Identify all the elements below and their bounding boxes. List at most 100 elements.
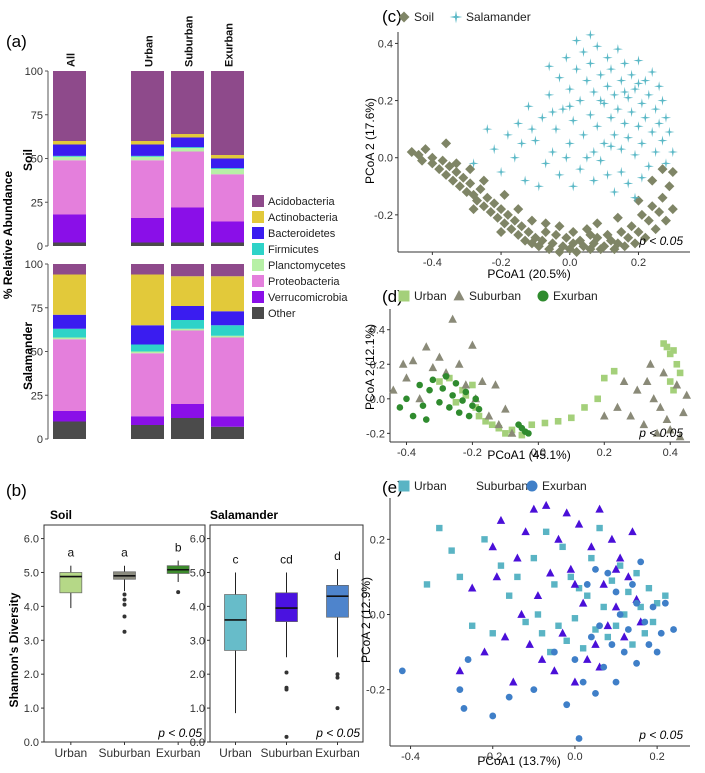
- point-salamander: [619, 86, 630, 98]
- point-salamander: [660, 112, 672, 123]
- legend-label-salamander: Salamander: [466, 10, 531, 24]
- point-urban: [592, 626, 599, 633]
- point-salamander: [533, 181, 544, 192]
- scatter-y-tick-label: -0.2: [366, 685, 385, 697]
- point-suburban: [628, 527, 637, 536]
- point-soil: [599, 241, 610, 252]
- point-urban: [448, 547, 455, 554]
- soil-y-tick-label: 50: [31, 154, 43, 166]
- point-suburban: [649, 394, 659, 403]
- point-exurban: [465, 412, 473, 420]
- point-suburban: [478, 376, 487, 385]
- point-suburban: [599, 579, 608, 588]
- point-urban: [660, 340, 667, 347]
- point-suburban: [620, 632, 629, 641]
- point-urban: [456, 573, 464, 581]
- box-outlier: [122, 614, 127, 619]
- point-soil: [554, 221, 565, 232]
- point-urban: [641, 630, 648, 637]
- point-suburban: [624, 572, 633, 581]
- point-exurban: [645, 641, 653, 648]
- point-salamander: [605, 64, 617, 75]
- point-exurban: [469, 402, 476, 410]
- point-urban: [502, 430, 509, 437]
- point-salamander: [578, 46, 589, 58]
- point-suburban: [525, 639, 534, 648]
- point-soil: [496, 227, 507, 237]
- box-body: [59, 572, 83, 594]
- salamander-bar-segment-verrucomicrobia: [211, 416, 244, 427]
- point-urban: [581, 404, 588, 411]
- box-outlier: [284, 670, 289, 675]
- panel-d-ylabel: PCoA 2 (12.1%): [363, 324, 377, 410]
- scatter-y-tick-label: 0.4: [378, 38, 393, 50]
- salamander-bar-segment-acidobacteria: [131, 264, 164, 275]
- point-urban: [604, 633, 612, 641]
- scatter-x-tick-label: 0.2: [631, 257, 646, 269]
- soil-bar-segment-bacteroidetes: [131, 144, 164, 156]
- box-outlier: [284, 687, 289, 692]
- point-soil: [523, 227, 534, 237]
- point-soil: [447, 175, 458, 186]
- legend-label-actinobacteria: Actinobacteria: [268, 212, 339, 224]
- point-suburban: [639, 419, 649, 429]
- soil-bar-segment-actinobacteria: [131, 141, 164, 145]
- point-soil: [667, 167, 678, 177]
- point-soil: [657, 192, 668, 203]
- point-exurban: [670, 626, 677, 633]
- salamander-stacked-bars: 0 25 50 75 100: [25, 259, 244, 446]
- salamander-bar-segment-planctomycetes: [211, 335, 244, 338]
- point-salamander: [599, 138, 610, 149]
- point-exurban: [460, 705, 468, 712]
- panel-b: (b) Shannon's Diversity Soil Salamander …: [6, 481, 364, 760]
- point-salamander: [599, 98, 610, 109]
- point-urban: [495, 424, 503, 432]
- point-soil: [454, 181, 465, 192]
- point-urban: [436, 524, 443, 532]
- point-suburban: [421, 342, 431, 351]
- salamander-bar-segment-bacteroidetes: [53, 314, 86, 329]
- point-suburban: [488, 542, 497, 551]
- salamander-y-tick-label: 50: [31, 347, 43, 359]
- scatter-y-tick-label: 0.0: [378, 153, 393, 165]
- point-suburban: [507, 428, 517, 437]
- scatter-y-tick-label: -0.2: [366, 428, 385, 440]
- point-urban: [670, 347, 677, 354]
- box-x-tick-label: Exurban: [315, 746, 360, 760]
- scatter-x-tick-label: -0.2: [492, 257, 511, 269]
- point-suburban: [632, 385, 642, 394]
- salamander-bar-segment-verrucomicrobia: [53, 411, 86, 422]
- point-exurban: [525, 430, 532, 437]
- point-urban: [600, 374, 608, 382]
- box-y-tick-label: 4.0: [24, 601, 39, 613]
- soil-bar-segment-actinobacteria: [53, 141, 86, 145]
- scatter-x-tick-label: -0.2: [463, 447, 482, 459]
- point-soil: [561, 232, 572, 243]
- point-salamander: [554, 72, 565, 83]
- legend-label-acidobacteria: Acidobacteria: [268, 196, 336, 208]
- point-exurban: [612, 678, 620, 686]
- point-soil: [526, 215, 537, 226]
- point-urban: [489, 630, 496, 637]
- point-salamander: [609, 129, 620, 140]
- point-suburban: [541, 500, 551, 509]
- point-suburban: [533, 591, 543, 600]
- point-urban: [488, 421, 496, 429]
- salamander-boxplot: 0.0 1.0 2.0 3.0 4.0 5.0 6.0 c Urban cd Suburban d Ex…: [190, 524, 364, 760]
- soil-y-tick-label: 100: [25, 66, 43, 78]
- point-exurban: [530, 686, 538, 694]
- point-salamander: [588, 86, 599, 98]
- column-label-urban: Urban: [144, 35, 156, 67]
- scatter-x-tick-label: -0.2: [483, 751, 502, 763]
- point-soil: [417, 155, 428, 166]
- point-urban: [637, 603, 644, 611]
- salamander-bar-segment-firmicutes: [131, 344, 164, 352]
- point-salamander: [495, 166, 507, 178]
- significance-letter: a: [121, 546, 128, 560]
- point-exurban: [439, 385, 447, 392]
- point-exurban: [633, 599, 640, 607]
- salamander-bar-segment-acidobacteria: [211, 264, 244, 277]
- point-suburban: [496, 515, 506, 524]
- significance-letter: c: [233, 552, 239, 566]
- point-suburban: [611, 602, 621, 611]
